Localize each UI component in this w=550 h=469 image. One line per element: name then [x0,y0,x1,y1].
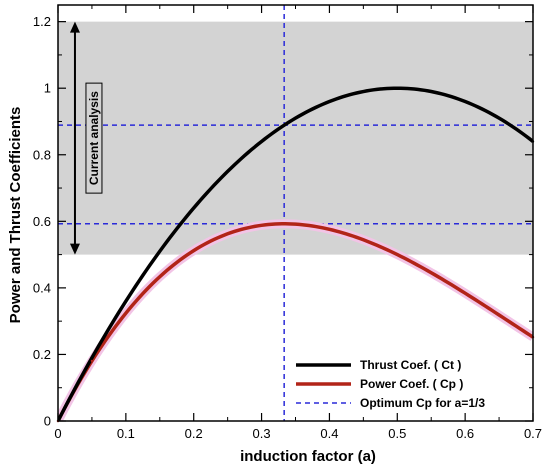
thrust-point [124,299,128,303]
current-analysis-band [58,21,533,255]
x-tick-label: 0.7 [524,426,542,441]
power-point [260,224,263,227]
y-tick-label: 1 [44,81,51,96]
y-tick-label: 0.6 [33,214,51,229]
thrust-point [158,250,161,253]
x-tick-label: 0.2 [185,426,203,441]
power-point [90,359,94,363]
legend-label-1: Power Coef. ( Cp ) [360,377,463,391]
thrust-point [90,356,94,359]
x-axis-label: induction factor (a) [240,448,376,465]
power-point [497,313,501,317]
power-point [430,271,433,274]
y-tick-label: 0.8 [33,147,51,162]
thrust-point [497,116,501,120]
annotation-arrow-down-head [69,243,80,255]
power-point [362,238,365,241]
annotation-box [85,82,103,194]
legend-label-2: Optimum Cp for a=1/3 [360,396,485,410]
thrust-point [192,206,195,210]
x-tick-label: 0.5 [388,426,406,441]
legend-label-0: Thrust Coef. ( Ct ) [360,358,461,372]
power-point [463,292,467,295]
power-point [192,249,195,252]
power-point [226,232,229,235]
plot-area: Current analysis [56,5,535,423]
y-tick-label: 1.2 [33,14,51,29]
y-axis-label: Power and Thrust Coefficients [7,107,24,324]
power-point [396,253,399,256]
power-point [294,222,297,226]
thrust-point [396,87,399,90]
y-tick-label: 0.4 [33,280,51,295]
power-point [158,275,161,278]
y-tick-label: 0.2 [33,347,51,362]
power-point [282,222,286,225]
annotation-label: Current analysis [87,91,101,185]
thrust-point [463,100,467,103]
thrust-point [226,170,229,173]
thrust-point [282,123,286,127]
x-tick-label: 0.1 [117,426,135,441]
thrust-point [294,116,297,120]
x-tick-label: 0.4 [320,426,338,441]
axes: 0 0.1 0.2 0.3 0.4 0.5 0.6 0.7 0 0.2 0.4 0.6 0.8 1 1.2 [33,4,542,441]
thrust-point [328,100,331,103]
power-point [328,228,331,231]
x-tick-label: 0.6 [456,426,474,441]
thrust-point [260,140,263,143]
y-tick-label: 0 [44,414,51,429]
power-point [124,311,128,315]
legend: Thrust Coef. ( Ct ) Power Coef. ( Cp ) Opt… [296,358,485,410]
annotation-arrow-up-head [69,21,80,33]
thrust-point [430,90,433,93]
x-tick-label: 0 [54,426,61,441]
x-tick-label: 0.3 [253,426,271,441]
thrust-point [362,90,365,93]
